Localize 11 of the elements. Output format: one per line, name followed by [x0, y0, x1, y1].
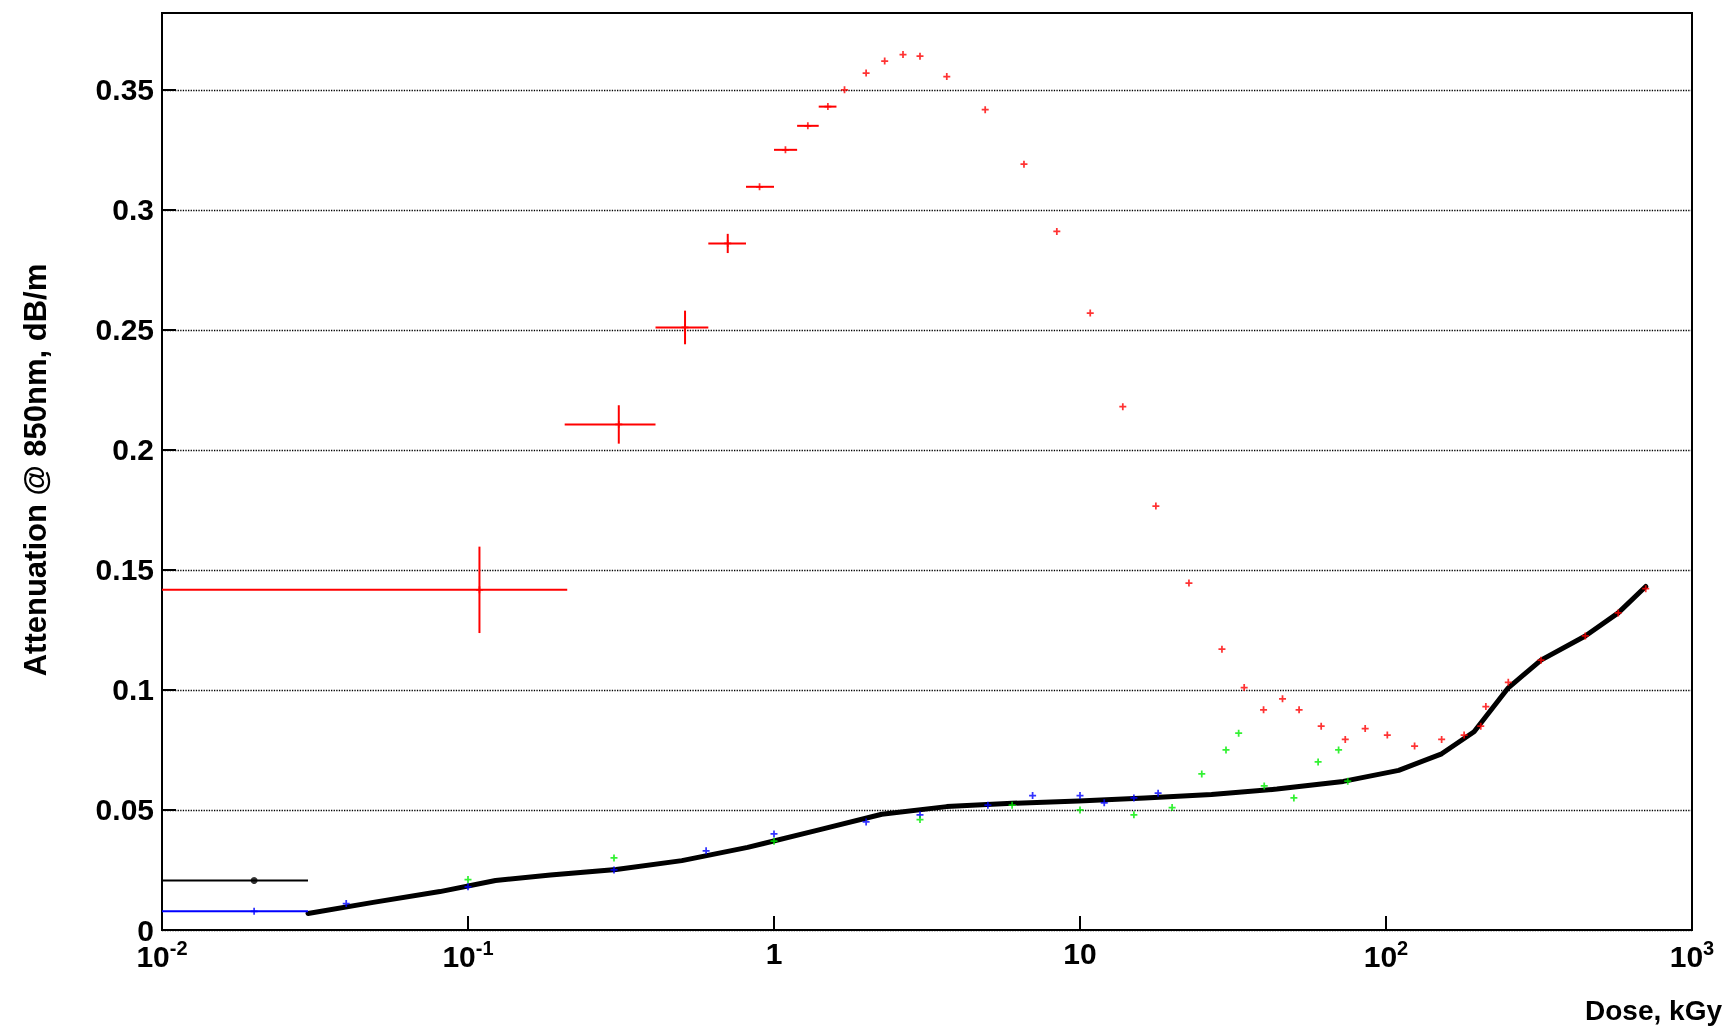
x-tick-label: 10: [1063, 936, 1097, 970]
y-tick-label: 0.05: [95, 793, 154, 827]
y-tick-label: 0.35: [95, 73, 154, 107]
y-axis-title: Attenuation @ 850nm, dB/m: [18, 263, 53, 677]
y-tick-label: 0.1: [112, 673, 154, 707]
y-tick-label: 0.2: [112, 433, 154, 467]
x-tick-label: 1: [765, 936, 783, 970]
y-tick-label: 0.15: [95, 553, 154, 587]
x-axis-title: Dose, kGy: [1585, 994, 1723, 1026]
y-tick-label: 0.3: [112, 193, 154, 227]
y-tick-label: 0.25: [95, 313, 154, 347]
